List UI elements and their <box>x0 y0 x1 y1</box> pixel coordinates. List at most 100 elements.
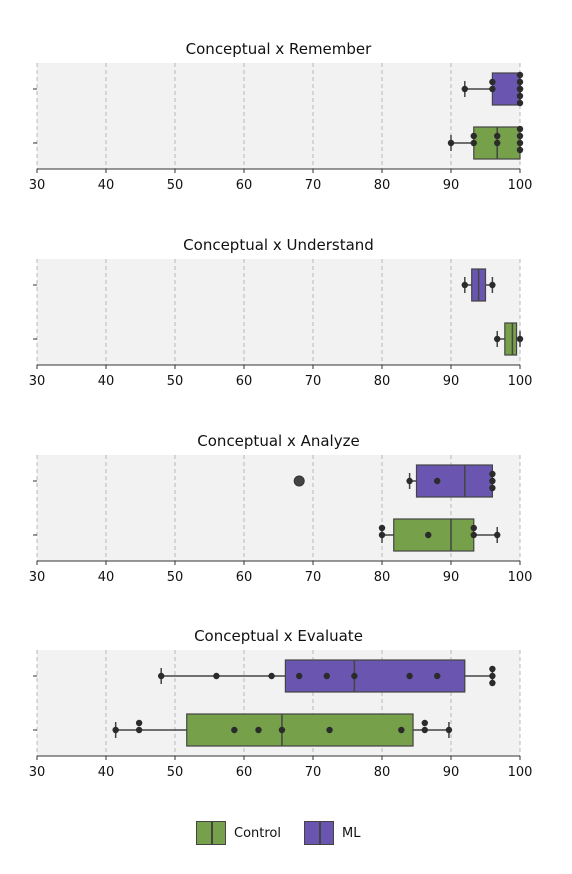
data-point <box>470 524 477 532</box>
data-point <box>378 531 386 539</box>
data-point <box>255 726 262 734</box>
data-point <box>406 672 413 680</box>
legend-swatch-ml <box>304 821 334 845</box>
x-tick-label: 90 <box>443 570 460 585</box>
series-ml <box>293 464 496 498</box>
data-point <box>461 85 468 93</box>
panel-title: Conceptual x Evaluate <box>194 627 363 645</box>
data-point <box>516 99 524 107</box>
x-tick-label: 90 <box>443 374 460 389</box>
x-tick-label: 40 <box>98 765 115 780</box>
data-point <box>516 92 524 100</box>
data-point <box>447 139 455 147</box>
data-point <box>278 726 286 734</box>
x-tick-label: 50 <box>167 570 184 585</box>
x-tick-label: 50 <box>167 765 184 780</box>
data-point <box>494 132 501 140</box>
legend: Control ML <box>70 808 490 856</box>
data-point <box>326 726 333 734</box>
data-point <box>378 524 386 532</box>
data-point <box>135 726 143 734</box>
legend-item-ml: ML <box>304 820 360 846</box>
data-point <box>516 78 524 86</box>
data-point <box>516 335 524 343</box>
data-point <box>516 146 524 154</box>
data-point <box>516 132 524 140</box>
data-point <box>470 139 477 147</box>
panel-3: Conceptual x Evaluate 30 40 50 60 70 80 90 100 <box>29 627 533 780</box>
box-control <box>186 713 414 747</box>
x-tick-label: 70 <box>305 374 322 389</box>
x-tick-label: 70 <box>305 765 322 780</box>
data-point <box>213 672 220 680</box>
data-point <box>461 281 468 289</box>
data-point <box>323 672 330 680</box>
data-point <box>516 125 524 133</box>
data-point <box>494 139 501 147</box>
data-point <box>494 335 501 343</box>
x-tick-label: 100 <box>508 570 533 585</box>
x-tick-label: 80 <box>374 570 391 585</box>
series-ml <box>461 71 524 107</box>
data-point <box>406 477 413 485</box>
box-control <box>504 322 518 356</box>
x-tick-label: 30 <box>29 765 46 780</box>
x-tick-label: 40 <box>98 178 115 193</box>
data-point <box>231 726 238 734</box>
data-point <box>489 679 496 687</box>
x-tick-label: 70 <box>305 570 322 585</box>
x-tick-label: 40 <box>98 570 115 585</box>
panel-title: Conceptual x Understand <box>183 236 374 254</box>
legend-item-control: Control <box>196 820 281 846</box>
x-tick-label: 50 <box>167 178 184 193</box>
data-point <box>489 85 496 93</box>
data-point <box>489 470 496 478</box>
data-point <box>489 477 496 485</box>
data-point <box>112 726 119 734</box>
series-control <box>447 125 524 160</box>
x-tick-label: 60 <box>236 374 253 389</box>
panel-1: Conceptual x Understand 30 40 50 60 70 80 90 100 <box>29 236 533 389</box>
data-point <box>398 726 405 734</box>
data-point <box>516 139 524 147</box>
x-tick-label: 50 <box>167 374 184 389</box>
x-tick-label: 100 <box>508 765 533 780</box>
x-tick-label: 60 <box>236 570 253 585</box>
box-ml <box>491 72 521 106</box>
data-point <box>351 672 358 680</box>
data-point <box>268 672 275 680</box>
outlier-point <box>293 475 305 487</box>
x-tick-label: 70 <box>305 178 322 193</box>
legend-label-control: Control <box>234 825 281 841</box>
data-point <box>434 477 441 485</box>
plot-area <box>37 259 520 365</box>
box-control <box>393 518 475 552</box>
series-control <box>378 518 501 552</box>
data-point <box>489 672 496 680</box>
data-point <box>489 78 496 86</box>
data-point <box>516 71 524 79</box>
data-point <box>421 726 428 734</box>
data-point <box>425 531 432 539</box>
x-tick-label: 60 <box>236 765 253 780</box>
data-point <box>421 719 428 727</box>
x-tick-label: 80 <box>374 765 391 780</box>
legend-swatch-control <box>196 821 226 845</box>
x-tick-label: 30 <box>29 570 46 585</box>
series-control <box>494 322 524 356</box>
data-point <box>516 85 524 93</box>
x-tick-label: 80 <box>374 178 391 193</box>
data-point <box>296 672 303 680</box>
data-point <box>445 726 453 734</box>
plot-area <box>37 63 520 169</box>
panel-2: Conceptual x Analyze 30 40 50 60 70 80 90 100 <box>29 432 533 585</box>
data-point <box>489 665 496 673</box>
data-point <box>494 531 501 539</box>
x-tick-label: 90 <box>443 765 460 780</box>
x-tick-label: 100 <box>508 374 533 389</box>
x-tick-label: 40 <box>98 374 115 389</box>
data-point <box>135 719 143 727</box>
legend-label-ml: ML <box>342 825 361 841</box>
data-point <box>489 281 496 289</box>
